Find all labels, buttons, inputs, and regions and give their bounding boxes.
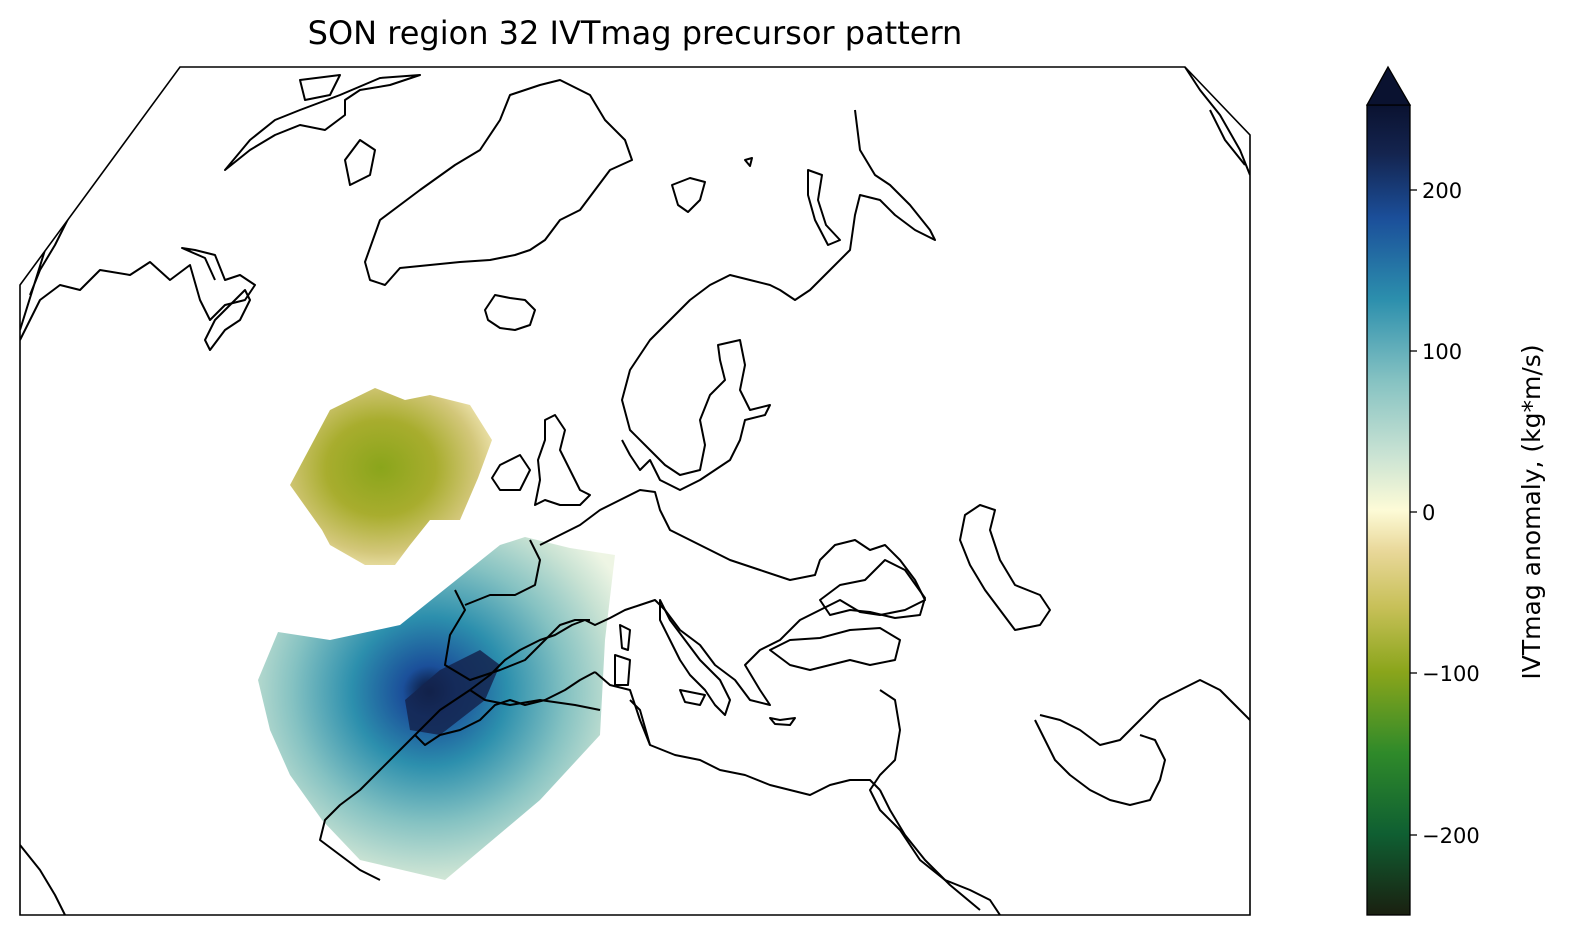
colorbar-label: IVTmag anomaly, (kg*m/s) — [1517, 344, 1546, 679]
colorbar-tick-label: 0 — [1422, 501, 1435, 525]
colorbar-tick-label: −100 — [1422, 662, 1480, 686]
colorbar-extend-arrow — [1365, 65, 1412, 106]
positive-anomaly-core — [405, 650, 500, 735]
coastlines — [20, 67, 1250, 915]
map-boundary — [19, 66, 1251, 916]
colorbar-tick-label: 200 — [1422, 179, 1462, 203]
colorbar-gradient — [1366, 104, 1411, 916]
colorbar-ticks — [1410, 189, 1417, 836]
colorbar: 200 100 0 −100 −200 IVTmag anomaly, (kg*… — [1365, 65, 1546, 916]
map-panel — [19, 66, 1251, 916]
chart-title: SON region 32 IVTmag precursor pattern — [307, 14, 963, 52]
colorbar-tick-label: −200 — [1422, 824, 1480, 848]
colorbar-tick-label: 100 — [1422, 340, 1462, 364]
negative-anomaly-region — [290, 388, 492, 565]
